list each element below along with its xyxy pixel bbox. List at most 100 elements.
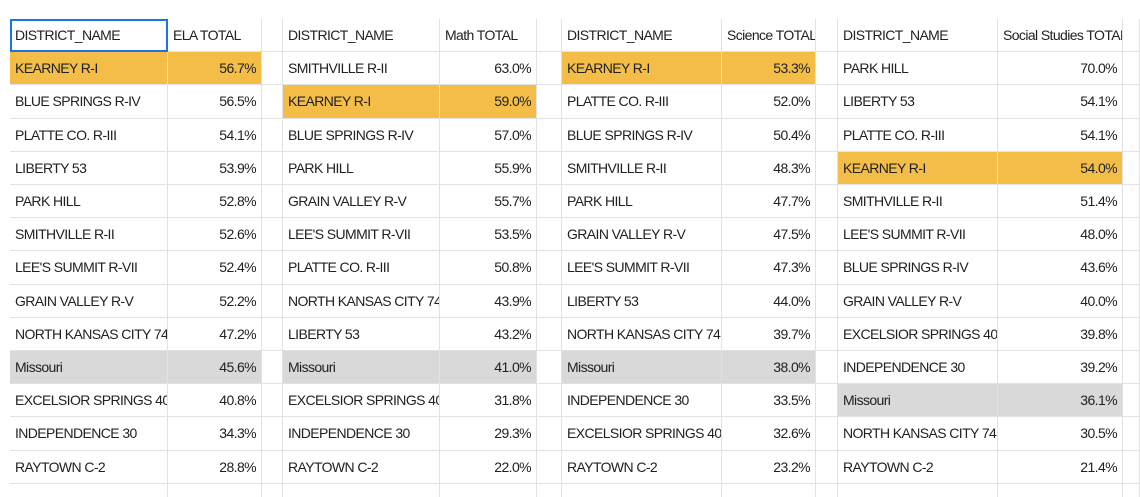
total-cell: 40.8% (168, 384, 262, 418)
header-cell: Science TOTAL (722, 19, 816, 53)
header-cell: DISTRICT_NAME (838, 19, 998, 53)
district-cell: SMITHVILLE R-II (562, 151, 722, 185)
header-cell: DISTRICT_NAME (562, 19, 722, 53)
empty-cell (537, 351, 562, 385)
empty-cell (537, 118, 562, 152)
empty-cell (816, 118, 838, 152)
empty-cell (838, 483, 998, 497)
total-cell: 55.7% (440, 185, 537, 219)
district-cell: Missouri (10, 351, 168, 385)
empty-cell (816, 483, 838, 497)
empty-cell (537, 85, 562, 119)
district-cell: GRAIN VALLEY R-V (283, 185, 440, 219)
district-cell: GRAIN VALLEY R-V (562, 218, 722, 252)
district-cell: INDEPENDENCE 30 (10, 417, 168, 451)
district-cell: LEE'S SUMMIT R-VII (838, 218, 998, 252)
total-cell: 54.1% (998, 85, 1123, 119)
total-cell: 43.2% (440, 317, 537, 351)
district-cell: INDEPENDENCE 30 (562, 384, 722, 418)
empty-cell (1123, 185, 1140, 219)
empty-cell (262, 251, 283, 285)
total-cell: 34.3% (168, 417, 262, 451)
district-cell: GRAIN VALLEY R-V (10, 284, 168, 318)
empty-cell (816, 384, 838, 418)
total-cell: 28.8% (168, 450, 262, 484)
district-cell: LEE'S SUMMIT R-VII (283, 218, 440, 252)
total-cell: 40.0% (998, 284, 1123, 318)
district-cell: EXCELSIOR SPRINGS 40 (283, 384, 440, 418)
district-cell: PARK HILL (562, 185, 722, 219)
district-cell: EXCELSIOR SPRINGS 40 (10, 384, 168, 418)
empty-cell (537, 19, 562, 53)
total-cell: 21.4% (998, 450, 1123, 484)
empty-cell (537, 450, 562, 484)
empty-cell (537, 284, 562, 318)
district-cell: Missouri (838, 384, 998, 418)
empty-cell (262, 417, 283, 451)
total-cell: 31.8% (440, 384, 537, 418)
empty-cell (1123, 151, 1140, 185)
district-cell: PLATTE CO. R-III (10, 118, 168, 152)
total-cell: 36.1% (998, 384, 1123, 418)
total-cell: 47.7% (722, 185, 816, 219)
total-cell: 52.0% (722, 85, 816, 119)
empty-cell (537, 384, 562, 418)
header-cell: ELA TOTAL (168, 19, 262, 53)
empty-cell (816, 251, 838, 285)
total-cell: 43.6% (998, 251, 1123, 285)
district-cell: BLUE SPRINGS R-IV (838, 251, 998, 285)
empty-cell (816, 19, 838, 53)
empty-cell (262, 151, 283, 185)
total-cell: 51.4% (998, 185, 1123, 219)
district-cell: NORTH KANSAS CITY 74 (562, 317, 722, 351)
empty-cell (168, 483, 262, 497)
district-cell: SMITHVILLE R-II (10, 218, 168, 252)
district-cell: KEARNEY R-I (838, 151, 998, 185)
district-cell: LEE'S SUMMIT R-VII (10, 251, 168, 285)
empty-cell (537, 483, 562, 497)
empty-cell (1123, 483, 1140, 497)
total-cell: 54.0% (998, 151, 1123, 185)
total-cell: 41.0% (440, 351, 537, 385)
district-cell: NORTH KANSAS CITY 74 (838, 417, 998, 451)
empty-cell (1123, 85, 1140, 119)
district-cell: LIBERTY 53 (562, 284, 722, 318)
district-cell: PARK HILL (283, 151, 440, 185)
total-cell: 39.8% (998, 317, 1123, 351)
total-cell: 56.7% (168, 52, 262, 86)
empty-cell (1123, 384, 1140, 418)
district-cell: SMITHVILLE R-II (838, 185, 998, 219)
total-cell: 50.4% (722, 118, 816, 152)
total-cell: 52.8% (168, 185, 262, 219)
empty-cell (537, 185, 562, 219)
district-cell: SMITHVILLE R-II (283, 52, 440, 86)
empty-cell (816, 450, 838, 484)
empty-cell (283, 483, 440, 497)
empty-cell (262, 351, 283, 385)
empty-cell (1123, 251, 1140, 285)
empty-cell (562, 483, 722, 497)
empty-cell (1123, 351, 1140, 385)
total-cell: 47.2% (168, 317, 262, 351)
empty-cell (816, 218, 838, 252)
district-cell: KEARNEY R-I (10, 52, 168, 86)
district-cell: INDEPENDENCE 30 (283, 417, 440, 451)
district-cell: LIBERTY 53 (10, 151, 168, 185)
district-cell: LIBERTY 53 (838, 85, 998, 119)
total-cell: 30.5% (998, 417, 1123, 451)
total-cell: 56.5% (168, 85, 262, 119)
empty-cell (1123, 19, 1140, 53)
empty-cell (816, 185, 838, 219)
empty-cell (722, 483, 816, 497)
district-cell: KEARNEY R-I (283, 85, 440, 119)
district-cell: NORTH KANSAS CITY 74 (10, 317, 168, 351)
district-cell: NORTH KANSAS CITY 74 (283, 284, 440, 318)
district-cell: BLUE SPRINGS R-IV (283, 118, 440, 152)
total-cell: 39.7% (722, 317, 816, 351)
total-cell: 63.0% (440, 52, 537, 86)
district-cell: BLUE SPRINGS R-IV (562, 118, 722, 152)
district-cell: PLATTE CO. R-III (562, 85, 722, 119)
total-cell: 52.6% (168, 218, 262, 252)
total-cell: 55.9% (440, 151, 537, 185)
